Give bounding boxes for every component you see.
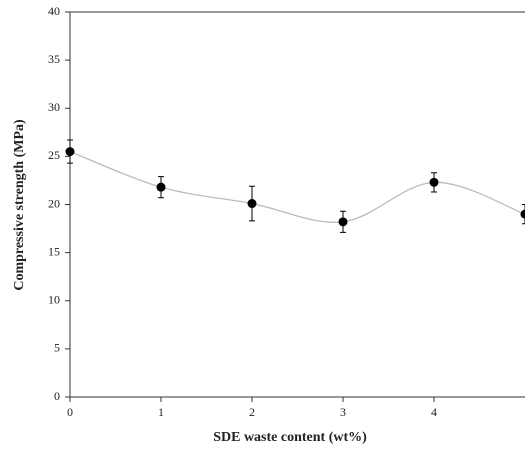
- y-tick-label: 0: [54, 389, 60, 403]
- data-point: [65, 147, 75, 157]
- y-tick-label: 30: [48, 100, 60, 114]
- x-tick-label: 1: [158, 405, 164, 419]
- x-tick-label: 2: [249, 405, 255, 419]
- error-bar: [522, 204, 525, 225]
- y-tick-label: 20: [48, 196, 60, 210]
- x-tick-label: 3: [340, 405, 346, 419]
- data-point: [520, 209, 525, 219]
- y-tick-label: 10: [48, 293, 60, 307]
- data-point: [338, 217, 348, 227]
- y-tick-label: 40: [48, 4, 60, 18]
- data-point: [156, 182, 166, 192]
- curve: [69, 150, 525, 223]
- y-tick-label: 5: [54, 341, 60, 355]
- y-tick-label: 25: [48, 148, 60, 162]
- x-axis-title: SDE waste content (wt%): [213, 430, 367, 445]
- y-axis-title: Compressive strength (MPa): [12, 119, 27, 291]
- x-tick-label: 4: [431, 405, 437, 419]
- x-tick-label: 0: [67, 405, 73, 419]
- plot-frame: [69, 11, 525, 398]
- y-tick-label: 15: [48, 244, 60, 258]
- y-tick-label: 35: [48, 52, 60, 66]
- data-point: [247, 199, 257, 209]
- data-point: [429, 177, 439, 187]
